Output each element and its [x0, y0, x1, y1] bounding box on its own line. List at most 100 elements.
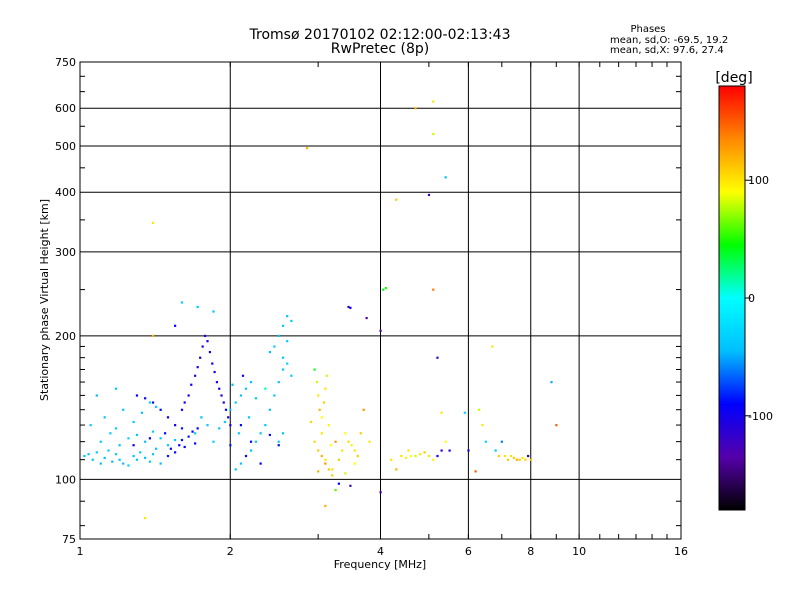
data-point	[327, 424, 330, 427]
data-point	[334, 489, 337, 492]
data-point	[99, 440, 102, 443]
data-point	[173, 324, 177, 327]
data-point	[201, 345, 204, 348]
data-point	[309, 420, 312, 424]
data-point	[114, 427, 118, 430]
data-point	[148, 460, 152, 463]
data-point	[180, 408, 184, 411]
data-point	[194, 432, 197, 435]
data-point	[320, 454, 323, 458]
data-point	[512, 456, 516, 459]
data-point	[477, 408, 481, 411]
data-point	[254, 397, 257, 400]
data-point	[173, 451, 177, 454]
data-point	[527, 454, 530, 458]
data-point	[506, 458, 510, 461]
data-point	[353, 462, 356, 465]
data-point	[405, 456, 408, 459]
data-point	[180, 301, 184, 304]
data-point	[277, 444, 280, 447]
data-point	[325, 374, 328, 377]
data-point	[127, 437, 130, 440]
data-point	[118, 458, 121, 461]
data-point	[222, 401, 225, 404]
y-tick-label: 600	[55, 102, 76, 115]
data-point	[122, 462, 125, 465]
data-point	[347, 305, 350, 309]
data-point	[178, 444, 181, 447]
data-point	[109, 432, 112, 435]
data-point	[127, 464, 130, 467]
y-tick-label: 75	[62, 533, 76, 546]
stats-line-x: mean, sd,X: 97.6, 27.4	[610, 45, 724, 56]
data-point	[320, 416, 323, 419]
data-point	[187, 435, 190, 438]
data-point	[350, 444, 353, 447]
data-point	[229, 408, 232, 411]
data-point	[249, 440, 253, 443]
data-point	[419, 453, 422, 456]
data-point	[103, 416, 106, 419]
data-point	[313, 368, 316, 371]
data-point	[515, 458, 518, 461]
data-point	[529, 458, 532, 461]
data-point	[440, 411, 443, 414]
data-point	[474, 470, 477, 473]
data-point	[151, 221, 155, 225]
data-point	[423, 451, 426, 454]
data-point	[427, 193, 431, 197]
data-point	[111, 460, 114, 463]
data-point	[322, 401, 326, 404]
data-point	[518, 458, 521, 461]
data-point	[218, 427, 221, 430]
data-point	[135, 394, 139, 397]
data-point	[144, 456, 147, 459]
data-point	[281, 368, 285, 371]
data-point	[206, 340, 209, 343]
data-point	[329, 444, 332, 447]
data-point	[148, 401, 152, 404]
data-point	[239, 424, 243, 427]
data-point	[166, 416, 170, 419]
data-points	[83, 100, 558, 520]
data-point	[436, 454, 439, 458]
data-point	[144, 397, 147, 400]
x-tick-label: 1	[77, 545, 84, 558]
data-point	[107, 449, 110, 452]
data-point	[500, 440, 504, 443]
stats-line-o: mean, sd,O: -69.5, 19.2	[610, 35, 728, 46]
data-point	[135, 458, 139, 461]
data-point	[268, 433, 271, 437]
data-point	[259, 462, 262, 465]
data-point	[151, 453, 155, 456]
data-point	[337, 458, 341, 461]
colorbar-ticks: 100 0 -100	[745, 174, 773, 423]
data-point	[484, 440, 487, 443]
x-axis-label: Frequency [MHz]	[334, 558, 426, 571]
data-point	[244, 387, 248, 390]
data-point	[436, 356, 439, 359]
data-point	[132, 420, 135, 424]
colorbar-label: [deg]	[715, 70, 752, 86]
data-point	[324, 462, 327, 465]
data-point	[327, 468, 330, 471]
data-point	[349, 306, 352, 309]
data-point	[194, 374, 197, 377]
data-point	[199, 356, 202, 359]
data-point	[247, 416, 251, 419]
data-point	[341, 449, 344, 452]
data-point	[224, 408, 228, 411]
data-point	[440, 449, 443, 452]
data-point	[148, 437, 152, 440]
data-point	[163, 432, 167, 435]
data-point	[166, 444, 170, 447]
data-point	[173, 424, 177, 427]
data-point	[349, 484, 352, 487]
data-point	[290, 319, 293, 323]
data-point	[220, 394, 223, 397]
data-point	[317, 394, 320, 397]
data-point	[379, 329, 382, 332]
data-point	[365, 316, 368, 320]
data-point	[448, 449, 451, 452]
data-point	[432, 100, 435, 103]
